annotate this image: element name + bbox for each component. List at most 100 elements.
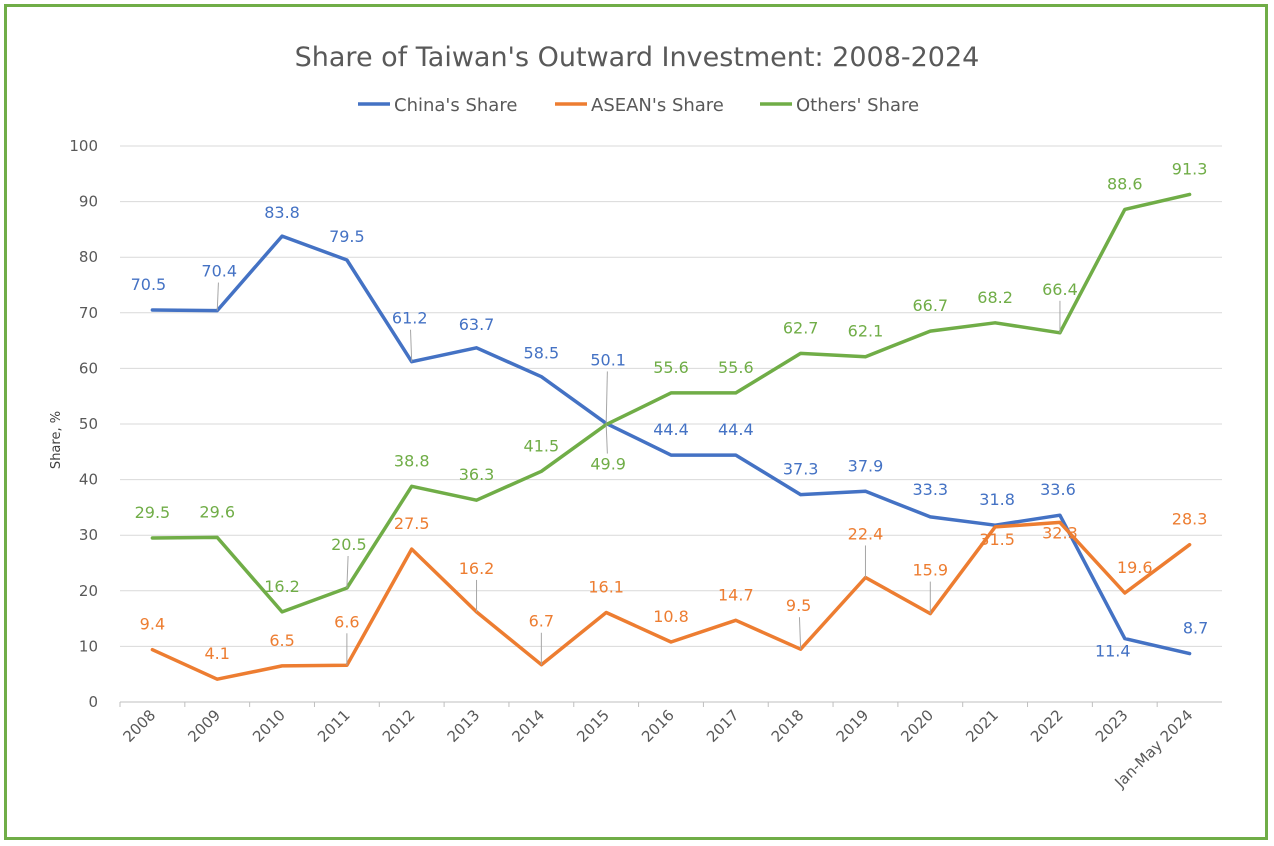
- y-tick-label: 20: [79, 582, 98, 600]
- asean-data-label: 6.6: [334, 612, 359, 631]
- china-data-label: 70.5: [131, 275, 167, 294]
- china-data-label: 79.5: [329, 227, 365, 246]
- x-tick-label: 2016: [638, 706, 678, 746]
- y-tick-label: 50: [79, 415, 98, 433]
- others-data-label: 20.5: [331, 535, 367, 554]
- y-tick-label: 30: [79, 526, 98, 544]
- y-tick-label: 70: [79, 304, 98, 322]
- others-data-label: 29.6: [199, 502, 235, 521]
- asean-data-label: 10.8: [653, 607, 689, 626]
- china-data-label: 44.4: [653, 420, 689, 439]
- legend-label-china: China's Share: [394, 95, 517, 116]
- data-labels: 70.5 70.4 83.8 79.5 61.2 63.7 58.5 50.1 44.4 44.4…: [131, 159, 1209, 663]
- x-tick-label: 2012: [379, 706, 419, 746]
- asean-data-label: 19.6: [1117, 558, 1153, 577]
- asean-data-label: 6.5: [269, 631, 294, 650]
- others-data-label: 55.6: [718, 358, 754, 377]
- asean-data-label: 16.1: [588, 577, 624, 596]
- x-tick-label: 2022: [1027, 706, 1067, 746]
- x-tick-label: 2011: [314, 706, 354, 746]
- china-data-label: 83.8: [264, 203, 300, 222]
- china-data-label: 37.3: [783, 460, 819, 479]
- others-data-label: 62.7: [783, 318, 819, 337]
- china-data-label: 37.9: [848, 456, 884, 475]
- china-data-label: 33.3: [912, 480, 948, 499]
- asean-data-label: 31.5: [979, 530, 1015, 549]
- x-tick-label: 2021: [962, 706, 1002, 746]
- x-tick-label: 2008: [120, 706, 160, 746]
- china-data-label: 31.8: [979, 490, 1015, 509]
- y-tick-label: 90: [79, 193, 98, 211]
- y-tick-label: 40: [79, 471, 98, 489]
- x-tick-label: 2014: [508, 706, 548, 746]
- others-data-label: 88.6: [1107, 174, 1143, 193]
- x-tick-label: 2009: [184, 706, 224, 746]
- asean-data-label: 16.2: [459, 559, 495, 578]
- leader-line: [410, 329, 413, 362]
- china-data-label: 58.5: [524, 344, 560, 363]
- china-data-label: 44.4: [718, 420, 754, 439]
- x-tick-label: 2017: [703, 706, 743, 746]
- x-tick-label: 2018: [768, 706, 808, 746]
- y-tick-label: 60: [79, 359, 98, 377]
- chart-frame: [4, 4, 1268, 840]
- y-tick-label: 10: [79, 637, 98, 655]
- leader-line: [346, 556, 349, 589]
- gridlines: [120, 145, 1222, 703]
- legend-label-asean: ASEAN's Share: [591, 95, 724, 116]
- others-data-label: 36.3: [459, 465, 495, 484]
- asean-data-label: 6.7: [529, 612, 554, 631]
- others-share-line: [150, 192, 1192, 614]
- others-data-label: 91.3: [1172, 159, 1208, 178]
- others-data-label: 16.2: [264, 577, 300, 596]
- others-data-label: 41.5: [524, 436, 560, 455]
- asean-data-label: 22.4: [848, 524, 884, 543]
- asean-data-label: 14.7: [718, 585, 754, 604]
- china-data-label: 63.7: [459, 315, 495, 334]
- others-data-label: 55.6: [653, 358, 689, 377]
- y-axis-ticks: 0 10 20 30 40 50 60 70 80 90 100: [69, 137, 98, 711]
- asean-data-label: 4.1: [205, 644, 230, 663]
- china-data-label: 33.6: [1040, 480, 1076, 499]
- series-lines: [150, 192, 1192, 681]
- others-data-label: 38.8: [394, 451, 430, 470]
- leader-line: [605, 371, 608, 424]
- leader-line: [216, 282, 219, 311]
- x-axis-ticks: 2008 2009 2010 2011 2012 2013 2014 2015 2016 2017…: [119, 702, 1196, 792]
- others-data-label: 66.4: [1042, 280, 1078, 299]
- asean-data-label: 9.5: [786, 596, 811, 615]
- x-tick-label: 2019: [833, 706, 873, 746]
- legend-label-others: Others' Share: [796, 95, 919, 116]
- x-tick-label: 2023: [1092, 706, 1132, 746]
- china-data-label: 8.7: [1183, 619, 1208, 638]
- asean-data-label: 15.9: [912, 561, 948, 580]
- legend: China's Share ASEAN's Share Others' Shar…: [358, 95, 919, 116]
- china-data-label: 11.4: [1095, 642, 1131, 661]
- x-tick-label: 2010: [249, 706, 289, 746]
- others-data-label: 49.9: [590, 455, 626, 474]
- leader-line: [798, 617, 802, 650]
- asean-data-label: 9.4: [140, 615, 165, 634]
- others-data-label: 29.5: [135, 503, 171, 522]
- x-tick-label: 2020: [897, 706, 937, 746]
- china-data-label: 70.4: [201, 262, 237, 281]
- china-data-label: 61.2: [392, 309, 428, 328]
- chart-title: Share of Taiwan's Outward Investment: 20…: [295, 42, 980, 73]
- x-tick-label: 2015: [573, 706, 613, 746]
- y-axis-label: Share, %: [49, 411, 64, 469]
- y-tick-label: 0: [88, 693, 98, 711]
- asean-data-label: 27.5: [394, 514, 430, 533]
- asean-share-line: [150, 520, 1192, 681]
- china-data-label: 50.1: [590, 350, 626, 369]
- others-data-label: 68.2: [977, 288, 1013, 307]
- y-tick-label: 100: [69, 137, 98, 155]
- y-tick-label: 80: [79, 248, 98, 266]
- others-data-label: 66.7: [912, 296, 948, 315]
- china-share-line: [150, 234, 1192, 656]
- others-data-label: 62.1: [848, 322, 884, 341]
- asean-data-label: 28.3: [1172, 510, 1208, 529]
- leader-line: [605, 424, 608, 454]
- label-leader-lines: [216, 282, 1061, 666]
- x-tick-label: 2013: [444, 706, 484, 746]
